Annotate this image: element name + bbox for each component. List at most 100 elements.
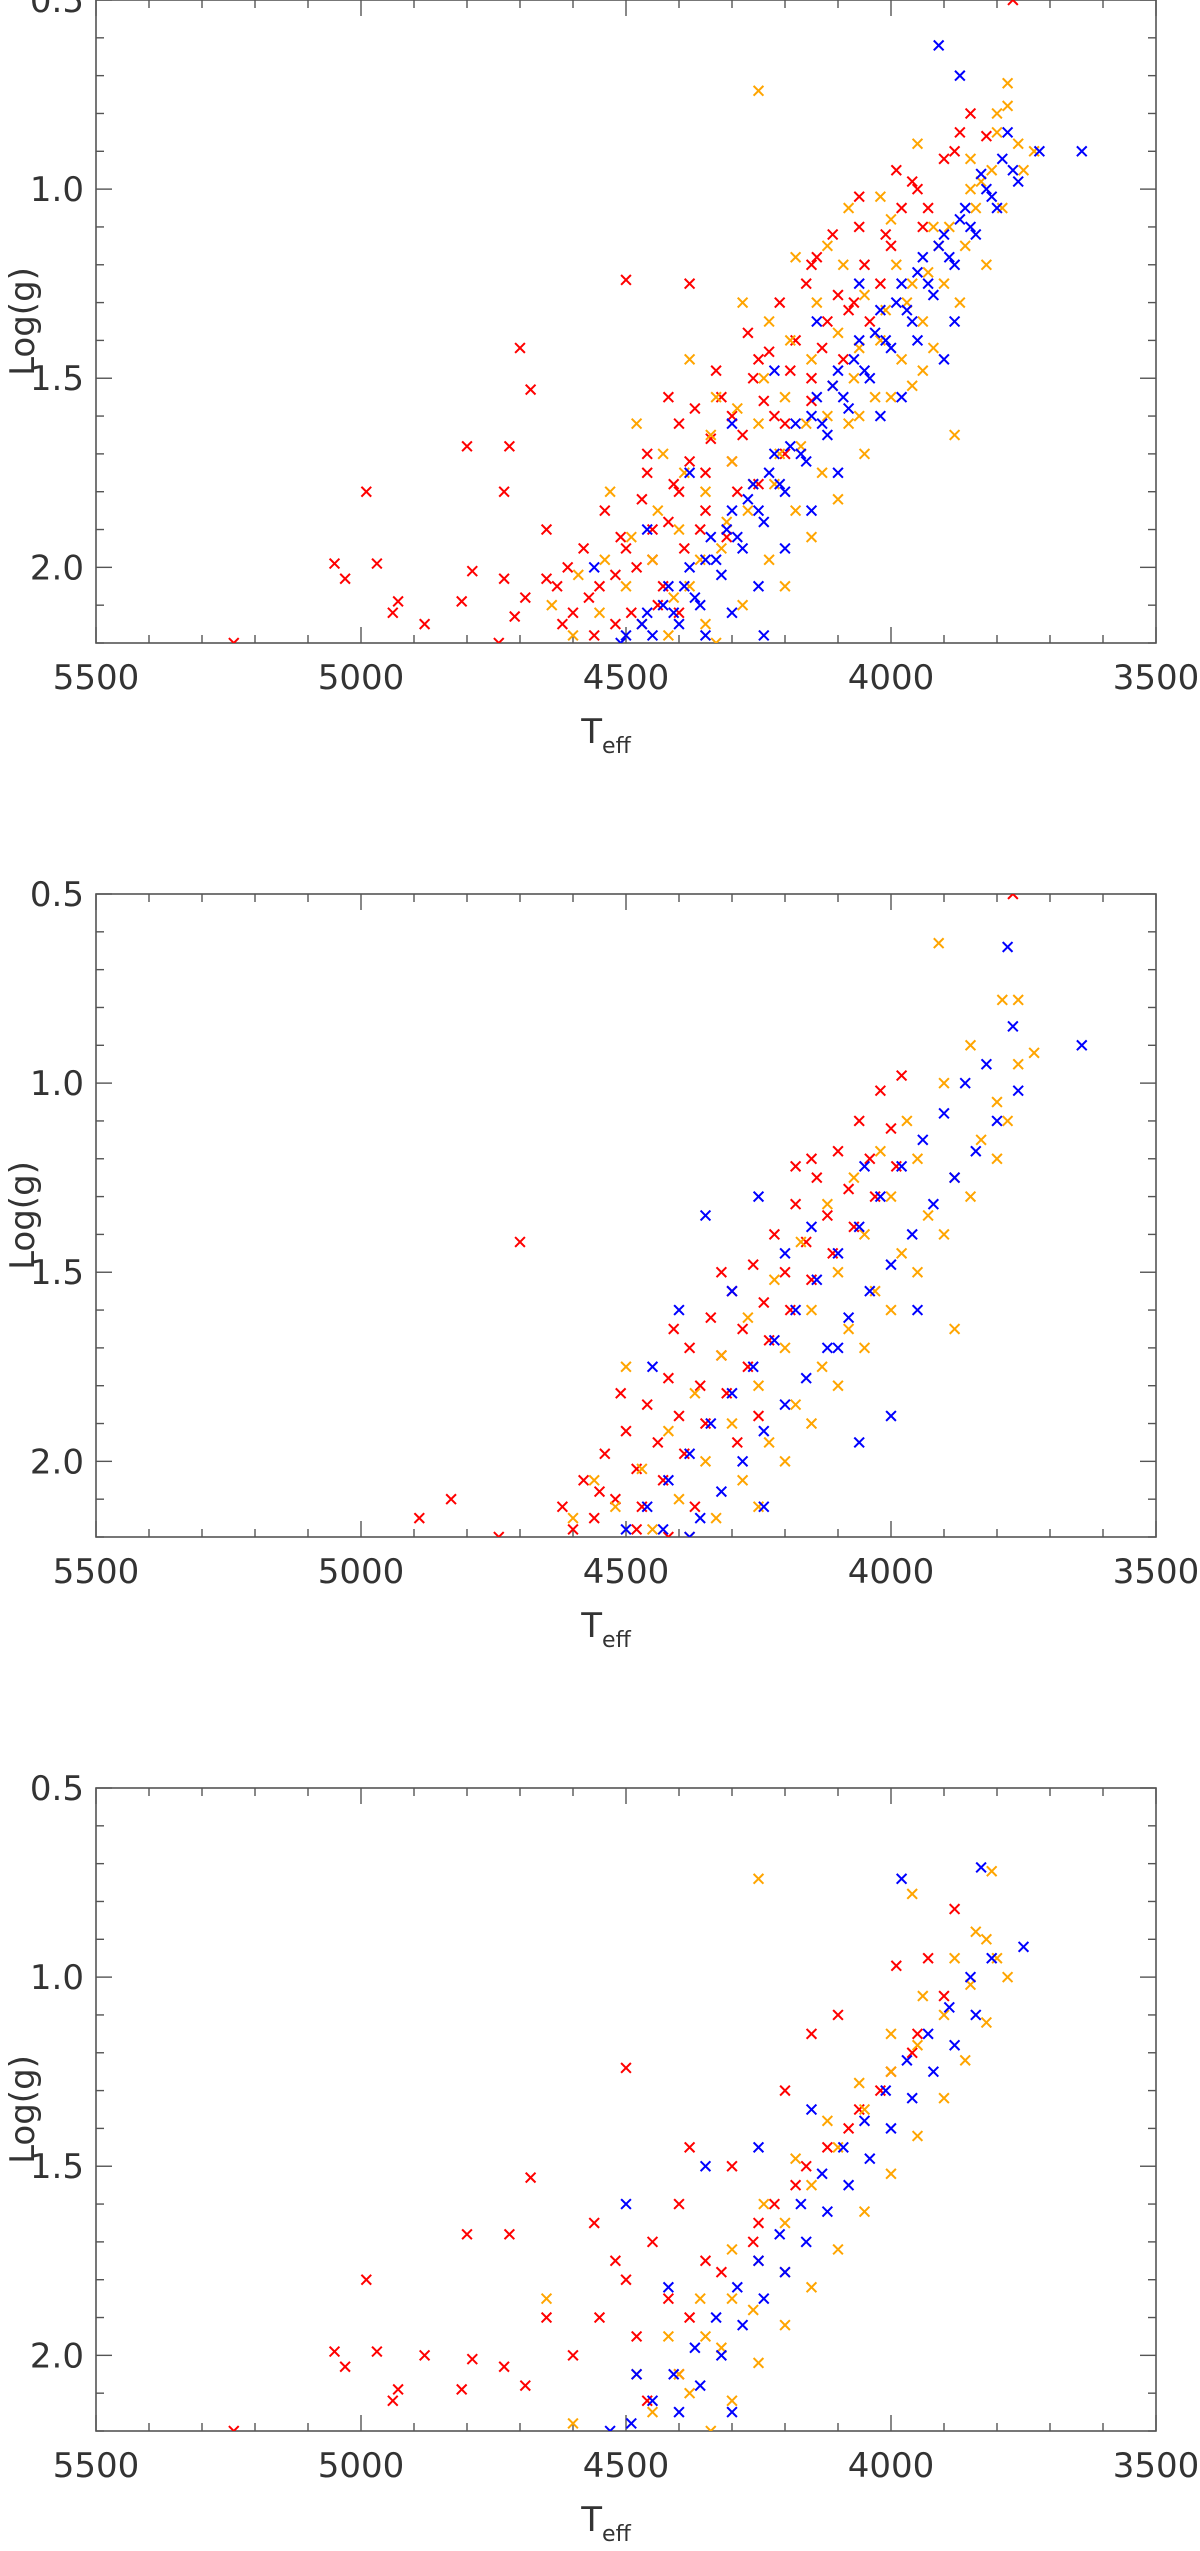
data-point xyxy=(540,573,553,585)
data-point xyxy=(673,418,685,430)
data-point xyxy=(853,221,865,233)
data-point xyxy=(689,2342,701,2354)
data-point xyxy=(1012,994,1024,1006)
data-point xyxy=(705,1417,717,1430)
data-point xyxy=(858,2115,871,2127)
data-point xyxy=(885,1304,897,1316)
data-point xyxy=(774,2228,786,2240)
data-point xyxy=(880,228,892,241)
data-point xyxy=(683,2141,696,2153)
data-point xyxy=(959,1077,971,1089)
data-point xyxy=(805,2179,818,2191)
data-point xyxy=(821,1198,834,1210)
data-point xyxy=(927,2066,940,2078)
x-tick-label: 5000 xyxy=(318,1552,405,1592)
data-point xyxy=(228,637,240,643)
data-point xyxy=(742,505,754,517)
data-point xyxy=(821,2115,834,2127)
data-point xyxy=(758,2293,770,2305)
data-point xyxy=(991,1096,1003,1108)
data-point xyxy=(641,1399,653,1411)
data-point xyxy=(721,516,733,528)
data-point xyxy=(980,259,993,271)
data-point xyxy=(779,391,791,403)
data-point xyxy=(461,440,473,452)
data-point xyxy=(816,342,828,354)
data-point xyxy=(832,2243,844,2256)
data-point xyxy=(742,327,754,339)
data-point xyxy=(456,595,468,608)
data-point xyxy=(699,629,712,642)
data-point xyxy=(980,2016,993,2029)
data-point xyxy=(715,1349,728,1362)
data-point xyxy=(885,213,897,225)
data-point xyxy=(895,353,908,365)
data-point xyxy=(1001,1115,1014,1127)
data-point xyxy=(901,1115,913,1127)
data-point xyxy=(864,2153,876,2165)
data-point xyxy=(986,1865,998,1877)
data-point xyxy=(948,259,961,271)
data-point xyxy=(1001,77,1014,89)
data-point xyxy=(938,353,950,365)
data-point xyxy=(418,2349,431,2361)
data-point xyxy=(620,2062,632,2074)
series-3 xyxy=(620,941,1088,1537)
data-point xyxy=(731,531,743,543)
data-point xyxy=(1001,1971,1014,1983)
data-point xyxy=(646,554,659,566)
data-point xyxy=(832,1266,844,1278)
data-point xyxy=(821,410,834,422)
data-point xyxy=(853,1221,865,1233)
x-axis-title: Teff xyxy=(580,712,631,759)
data-point xyxy=(832,365,844,377)
y-tick-label: 1.0 xyxy=(30,1958,84,1998)
data-point xyxy=(853,1115,865,1127)
data-point xyxy=(630,2330,643,2343)
data-point xyxy=(938,278,950,290)
data-point xyxy=(726,2293,738,2305)
data-point xyxy=(901,296,913,309)
series-3 xyxy=(588,39,1088,643)
data-point xyxy=(503,2228,516,2240)
data-point xyxy=(1012,1085,1024,1097)
data-point xyxy=(694,1512,706,1524)
data-point xyxy=(991,202,1003,214)
data-point xyxy=(959,240,971,252)
data-point xyxy=(832,1247,844,1259)
data-point xyxy=(964,1971,977,1983)
data-point xyxy=(943,221,955,233)
data-point xyxy=(493,1531,505,1537)
data-point xyxy=(811,315,823,328)
data-point xyxy=(699,2255,712,2267)
data-point xyxy=(906,380,918,392)
x-tick-label: 5000 xyxy=(318,2446,405,2486)
x-tick-label: 4000 xyxy=(848,2446,935,2486)
data-point xyxy=(736,2319,749,2331)
data-point xyxy=(832,2009,844,2021)
data-point xyxy=(699,1209,712,1222)
plot-frame xyxy=(95,1787,1157,2432)
x-tick-label: 4500 xyxy=(583,1552,670,1592)
data-point xyxy=(874,1190,887,1203)
data-point xyxy=(652,505,664,517)
data-point xyxy=(524,2171,537,2184)
data-point xyxy=(933,240,945,252)
data-point xyxy=(991,1115,1003,1127)
data-point xyxy=(392,2383,404,2396)
data-point xyxy=(705,2425,717,2431)
data-point xyxy=(556,1501,569,1513)
data-point xyxy=(609,1501,622,1513)
data-point xyxy=(387,2395,399,2407)
data-point xyxy=(938,1077,950,1089)
data-point xyxy=(1007,894,1019,900)
data-point xyxy=(705,429,717,441)
data-point xyxy=(694,599,706,611)
y-tick-label: 1.0 xyxy=(30,1064,84,1104)
data-point xyxy=(911,1266,924,1278)
data-point xyxy=(503,440,516,452)
data-point xyxy=(975,175,987,188)
data-point xyxy=(795,448,807,460)
data-point xyxy=(874,278,887,290)
data-point xyxy=(779,418,791,430)
